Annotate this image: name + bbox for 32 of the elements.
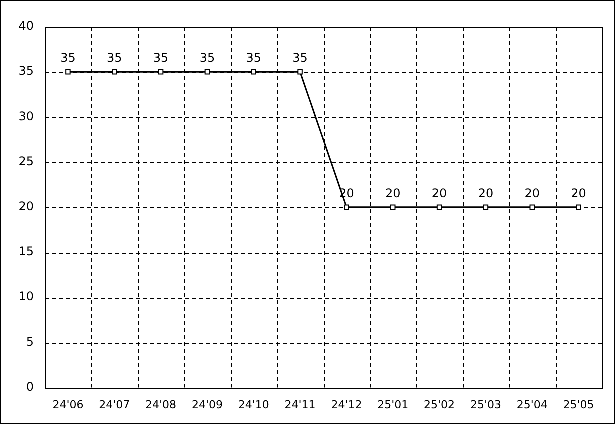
x-tick-label: 24'11: [284, 398, 316, 412]
data-label: 35: [153, 51, 169, 66]
x-tick-label: 24'08: [146, 398, 177, 412]
y-tick-label: 0: [26, 380, 34, 394]
data-label: 35: [106, 51, 122, 66]
data-label: 20: [478, 186, 494, 201]
y-tick-label: 40: [18, 19, 34, 34]
y-tick-label: 15: [18, 244, 34, 259]
y-tick-label: 20: [18, 200, 34, 214]
y-tick-label: 35: [18, 64, 34, 78]
data-label: 20: [385, 186, 401, 201]
data-label: 35: [246, 51, 262, 66]
x-tick-label: 24'06: [52, 398, 84, 412]
x-tick-label: 25'04: [516, 398, 548, 412]
data-label: 20: [524, 186, 540, 201]
data-label: 20: [571, 186, 586, 201]
x-tick-label: 24'12: [331, 398, 362, 412]
y-tick-label: 25: [18, 154, 34, 168]
x-tick-label: 25'05: [563, 398, 594, 412]
x-tick-label: 25'02: [424, 398, 456, 412]
y-tick-label: 5: [26, 334, 34, 349]
x-tick-label: 24'09: [192, 398, 223, 412]
x-tick-label: 25'01: [378, 398, 409, 412]
x-tick-label: 25'03: [470, 398, 502, 412]
data-label: 35: [200, 51, 216, 66]
data-label: 35: [292, 51, 308, 66]
y-tick-label: 30: [18, 109, 34, 124]
y-tick-label: 10: [18, 290, 34, 304]
x-tick-label: 24'07: [99, 398, 130, 412]
data-label: 20: [432, 186, 448, 201]
data-label: 35: [60, 51, 76, 66]
x-tick-label: 24'10: [238, 398, 270, 412]
